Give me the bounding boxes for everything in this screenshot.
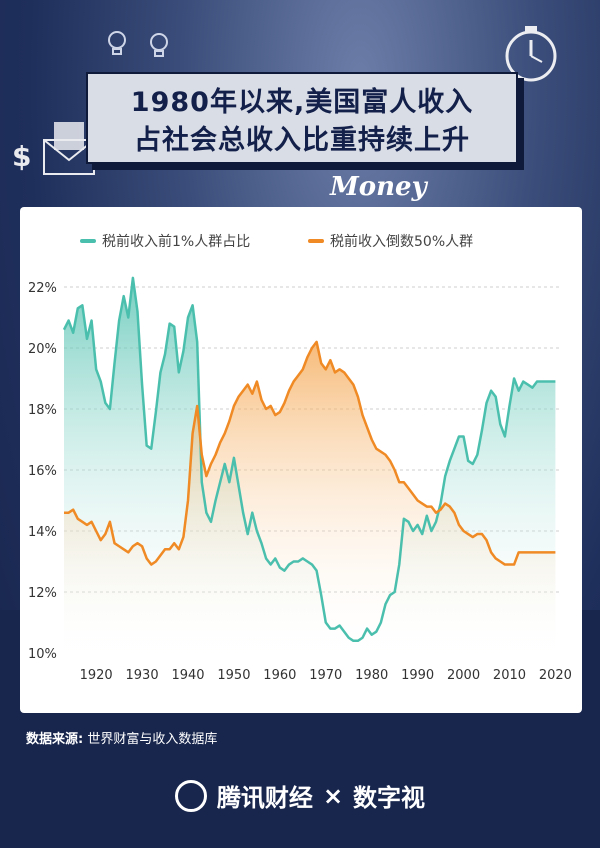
x-tick-label: 1970 [309, 668, 342, 683]
y-tick-label: 16% [28, 464, 57, 479]
x-tick-label: 1940 [171, 668, 204, 683]
y-tick-label: 14% [28, 525, 57, 540]
series-line [62, 276, 556, 643]
chart-card: 税前收入前1%人群占比 税前收入倒数50%人群 10% 12% 14% 16% 18% 2… [20, 207, 582, 713]
x-tick-label: 2010 [493, 668, 526, 683]
legend-item-top1: 税前收入前1%人群占比 [80, 231, 250, 251]
y-tick-label: 12% [28, 586, 57, 601]
x-tick-label: 1960 [263, 668, 296, 683]
x-tick-label: 1990 [401, 668, 434, 683]
footer-brand: 腾讯财经 × 数字视 [0, 778, 600, 813]
chart-plot: 10% 12% 14% 16% 18% 20% 22% 1920 1930 1940 1950 196… [28, 276, 572, 683]
y-tick-label: 10% [28, 647, 57, 662]
legend-swatch-teal [80, 239, 96, 243]
x-tick-label: 1950 [217, 668, 250, 683]
stopwatch-icon [500, 22, 562, 88]
footer-times: × [322, 781, 344, 810]
series-line [64, 340, 556, 566]
title-line-1: 1980年以来,美国富人收入 [130, 87, 474, 118]
legend-label-top1: 税前收入前1%人群占比 [102, 234, 251, 250]
lightbulb-icon [148, 32, 170, 62]
legend-swatch-orange [308, 239, 324, 243]
dollar-icon: $ [12, 140, 32, 173]
lightbulb-icon [106, 30, 128, 60]
title-line-2: 占社会总收入比重持续上升 [134, 125, 470, 156]
source-line: 数据来源: 世界财富与收入数据库 [26, 728, 217, 747]
money-label: Money [330, 172, 427, 202]
source-label: 数据来源: [26, 732, 84, 747]
play-logo-icon [174, 779, 207, 812]
x-tick-label: 2020 [539, 668, 572, 683]
source-text: 世界财富与收入数据库 [87, 732, 218, 747]
footer-brand-text: 腾讯财经 [216, 784, 313, 812]
y-tick-label: 18% [28, 403, 57, 418]
y-tick-label: 22% [28, 281, 57, 296]
series-area [64, 341, 556, 653]
x-tick-label: 1920 [80, 668, 113, 683]
x-tick-label: 2000 [447, 668, 480, 683]
legend-label-bottom50: 税前收入倒数50%人群 [330, 234, 474, 250]
title-box: 1980年以来,美国富人收入 占社会总收入比重持续上升 [86, 72, 518, 164]
x-tick-label: 1930 [126, 668, 159, 683]
footer-partner: 数字视 [353, 784, 426, 812]
y-tick-label: 20% [28, 342, 57, 357]
x-tick-label: 1980 [355, 668, 388, 683]
legend-item-bottom50: 税前收入倒数50%人群 [308, 231, 473, 251]
